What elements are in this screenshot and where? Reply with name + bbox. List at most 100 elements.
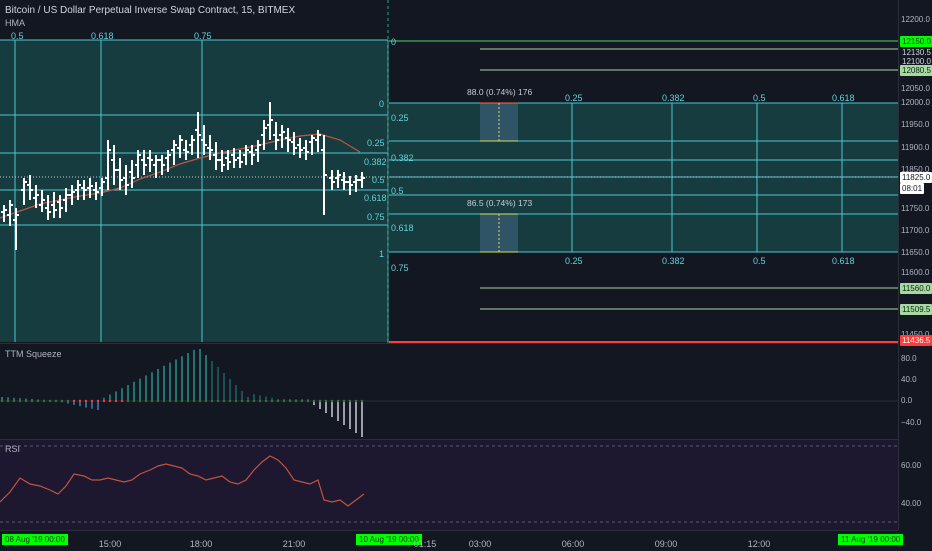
time-tag-08-aug: 08 Aug '19 00:00 (2, 534, 68, 545)
time-label-2100: 21:00 (282, 539, 306, 549)
time-label-0900: 09:00 (654, 539, 678, 549)
price-tick-11600: 11600.0 (901, 268, 930, 277)
measure-box-2[interactable] (480, 213, 518, 253)
time-label-1800: 18:00 (189, 539, 213, 549)
rsi-pane[interactable]: RSI (0, 440, 898, 530)
price-tag-12080[interactable]: 12080.5 (900, 65, 932, 76)
ttm-squeeze-dot (288, 399, 292, 403)
symbol-title[interactable]: Bitcoin / US Dollar Perpetual Inverse Sw… (5, 5, 296, 16)
measure-box-1[interactable] (480, 102, 518, 142)
price-tag-12150[interactable]: 12150.0 (900, 36, 932, 47)
ttm-squeeze-canvas (0, 349, 898, 437)
price-tag-12130[interactable]: 12130.5 (900, 47, 932, 58)
price-axis[interactable]: 12200.0 12050.0 12000.0 11950.0 11900.0 … (898, 0, 932, 530)
bar-countdown-tag: 08:01 (900, 183, 925, 194)
fib-right-vlabel-bottom-025: 0.25 (565, 256, 583, 266)
ttm-squeeze-dot (264, 399, 268, 403)
ttm-tick-40: 40.0 (901, 375, 917, 384)
time-label-partial: 01:15 (413, 539, 437, 549)
time-tag-10-aug: 10 Aug '19 00:00 (356, 534, 422, 545)
ttm-squeeze-dot (132, 399, 136, 403)
price-tag-11560[interactable]: 11560.0 (900, 283, 932, 294)
ttm-squeeze-dot (78, 399, 82, 403)
ttm-squeeze-dot (318, 399, 322, 403)
ttm-squeeze-dot (60, 399, 64, 403)
fib-left-top-label-075: 0.75 (194, 31, 212, 41)
ttm-squeeze-dot (36, 399, 40, 403)
ttm-squeeze-dot (216, 399, 220, 403)
time-label-0600: 06:00 (561, 539, 585, 549)
fib-left-right-label-1: 1 (379, 249, 385, 259)
price-tick-12050: 12050.0 (901, 84, 930, 93)
fib-right-vlabel-bottom-0618: 0.618 (832, 256, 855, 266)
rsi-label[interactable]: RSI (5, 444, 21, 454)
fib-left-right-label-0: 0 (379, 99, 385, 109)
fib-left-lines (0, 39, 389, 342)
ttm-squeeze-label[interactable]: TTM Squeeze (5, 349, 62, 359)
ttm-histogram (0, 349, 364, 437)
ttm-squeeze-dot (174, 399, 178, 403)
ttm-squeeze-dot (120, 399, 124, 403)
ttm-squeeze-dot (144, 399, 148, 403)
measure-label-1: 88.0 (0.74%) 176 (467, 87, 533, 97)
main-chart-pane[interactable]: Bitcoin / US Dollar Perpetual Inverse Sw… (0, 0, 898, 343)
rsi-line (0, 455, 365, 507)
ttm-squeeze-dot (138, 399, 142, 403)
fib-left-right-label-0618: 0.618 (364, 193, 387, 203)
ttm-squeeze-dot (180, 399, 184, 403)
ttm-squeeze-dot (276, 399, 280, 403)
hma-indicator-label[interactable]: HMA (5, 18, 25, 28)
ttm-squeeze-dot (324, 399, 328, 403)
ttm-squeeze-dot (42, 399, 46, 403)
ttm-squeeze-pane[interactable]: TTM Squeeze (0, 344, 898, 439)
ttm-squeeze-dot (90, 399, 94, 403)
ttm-tick-80: 80.0 (901, 354, 917, 363)
rsi-canvas (0, 445, 898, 523)
ttm-squeeze-dot (24, 399, 28, 403)
ttm-squeeze-dot (192, 399, 196, 403)
ttm-squeeze-dot (84, 399, 88, 403)
fib-left-right-label-025: 0.25 (367, 138, 385, 148)
ttm-squeeze-dot (240, 399, 244, 403)
price-tag-11436[interactable]: 11436.5 (900, 335, 932, 346)
time-tag-11-aug: 11 Aug '19 00:00 (838, 534, 904, 545)
ttm-squeeze-dot (48, 399, 52, 403)
ttm-squeeze-dot (360, 399, 364, 403)
ttm-squeeze-dot (312, 399, 316, 403)
ttm-squeeze-dot (294, 399, 298, 403)
pane-separator-1[interactable] (0, 343, 932, 344)
ttm-squeeze-dot (246, 399, 250, 403)
ttm-squeeze-dot (12, 399, 16, 403)
fib-right-vlabel-bottom-0382: 0.382 (662, 256, 685, 266)
price-tick-11650: 11650.0 (901, 248, 930, 257)
ttm-tick-minus40: −40.0 (901, 418, 922, 427)
fib-right-label-05: 0.5 (391, 186, 404, 196)
horizontal-levels[interactable] (389, 40, 898, 343)
measure-label-2: 86.5 (0.74%) 173 (467, 198, 533, 208)
current-price-tag[interactable]: 11825.0 (900, 172, 932, 183)
price-tag-12100[interactable]: 12100.0 (900, 56, 932, 67)
fib-right-vlabel-top-0618: 0.618 (832, 93, 855, 103)
time-label-1200: 12:00 (747, 539, 771, 549)
price-tag-11509[interactable]: 11509.5 (900, 304, 932, 315)
price-tick-11850: 11850.0 (901, 165, 930, 174)
price-tick-11900: 11900.0 (901, 143, 930, 152)
fib-left-top-label-05: 0.5 (11, 31, 24, 41)
pane-separator-2[interactable] (0, 439, 932, 440)
ttm-squeeze-dot (270, 399, 274, 403)
ttm-squeeze-dot (186, 399, 190, 403)
price-tick-12200: 12200.0 (901, 15, 930, 24)
fib-right-vlabel-top-05: 0.5 (753, 93, 766, 103)
fib-right-label-0382: 0.382 (391, 153, 414, 163)
main-chart-canvas[interactable] (0, 0, 898, 343)
ttm-squeeze-dot (156, 399, 160, 403)
ttm-squeeze-dot (282, 399, 286, 403)
ttm-squeeze-dot (330, 399, 334, 403)
time-axis[interactable]: 08 Aug '19 00:00 15:00 18:00 21:00 10 Au… (0, 530, 904, 551)
fib-right-label-0618: 0.618 (391, 223, 414, 233)
price-tick-11950: 11950.0 (901, 120, 930, 129)
fib-left-right-label-0382: 0.382 (364, 157, 387, 167)
ttm-squeeze-dot (54, 399, 58, 403)
fib-right-vlabel-bottom-05: 0.5 (753, 256, 766, 266)
ttm-squeeze-dot (102, 399, 106, 403)
